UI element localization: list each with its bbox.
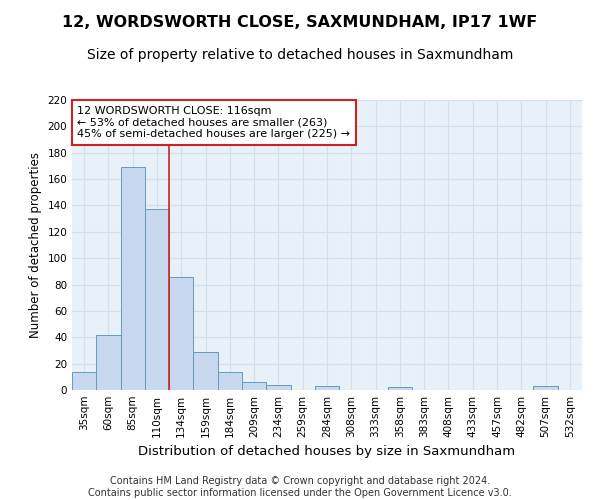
Text: Contains HM Land Registry data © Crown copyright and database right 2024.
Contai: Contains HM Land Registry data © Crown c… (88, 476, 512, 498)
Bar (218, 372, 242, 390)
Bar (169, 276, 193, 390)
Bar (145, 210, 169, 390)
Bar (533, 386, 558, 390)
Bar (72, 372, 96, 390)
Bar (315, 386, 339, 390)
Text: 12 WORDSWORTH CLOSE: 116sqm
← 53% of detached houses are smaller (263)
45% of se: 12 WORDSWORTH CLOSE: 116sqm ← 53% of det… (77, 106, 350, 139)
X-axis label: Distribution of detached houses by size in Saxmundham: Distribution of detached houses by size … (139, 446, 515, 458)
Bar (388, 388, 412, 390)
Bar (266, 384, 290, 390)
Bar (121, 167, 145, 390)
Bar (242, 382, 266, 390)
Text: Size of property relative to detached houses in Saxmundham: Size of property relative to detached ho… (87, 48, 513, 62)
Bar (193, 352, 218, 390)
Bar (96, 334, 121, 390)
Y-axis label: Number of detached properties: Number of detached properties (29, 152, 42, 338)
Text: 12, WORDSWORTH CLOSE, SAXMUNDHAM, IP17 1WF: 12, WORDSWORTH CLOSE, SAXMUNDHAM, IP17 1… (62, 15, 538, 30)
